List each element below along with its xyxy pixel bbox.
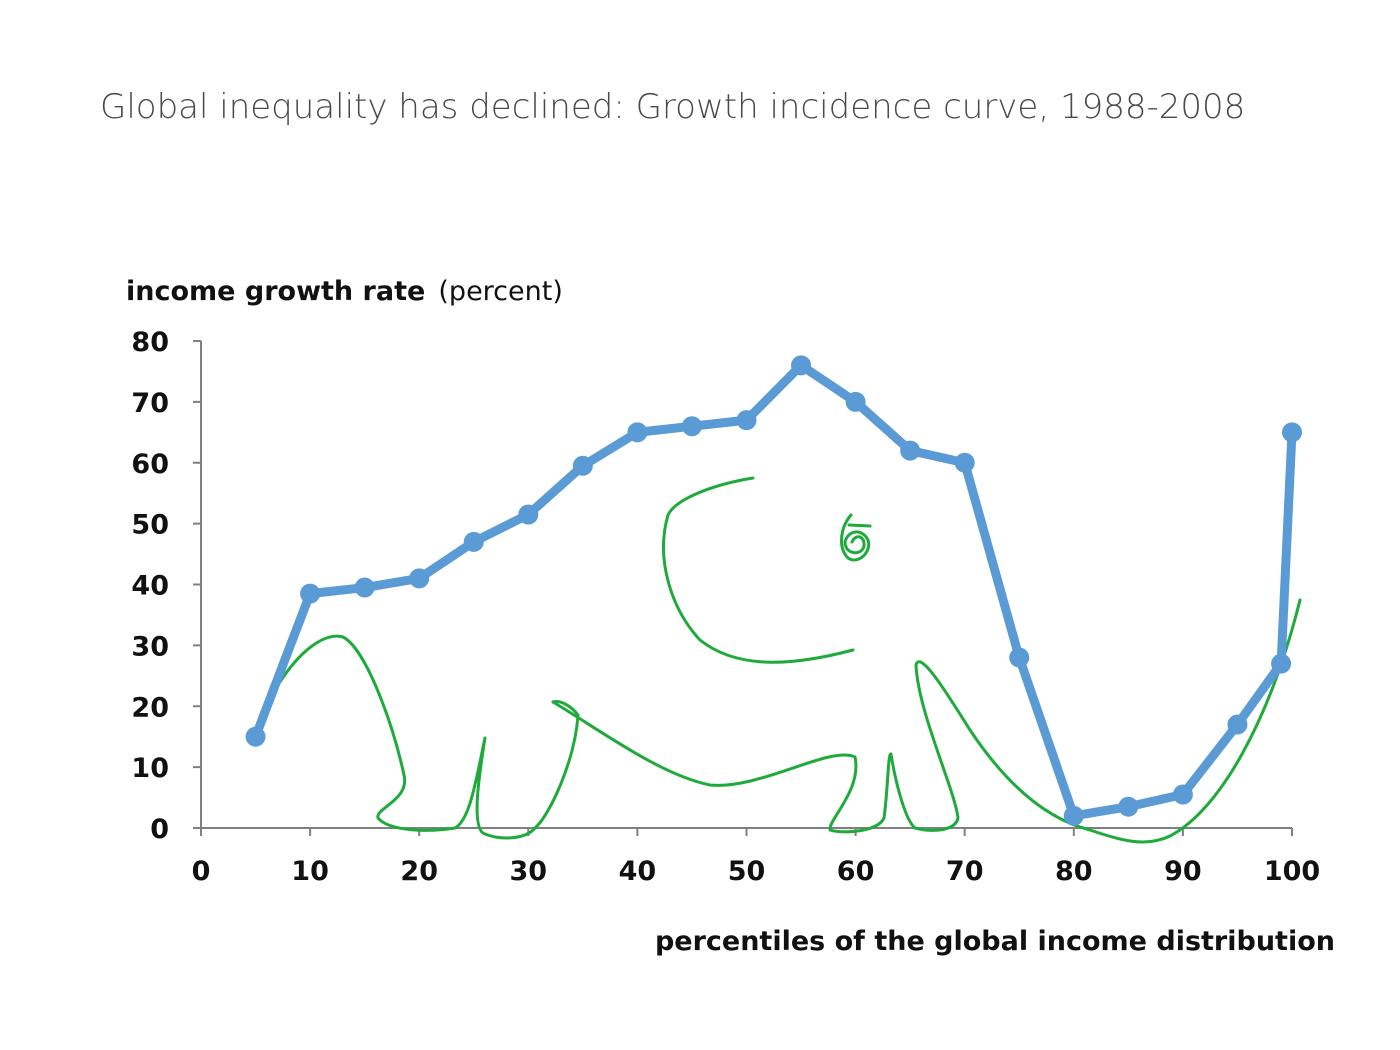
y-tick-label: 0 — [150, 814, 169, 845]
y-tick-label: 70 — [131, 388, 169, 419]
series-points — [245, 355, 1302, 826]
data-point — [354, 577, 375, 598]
x-tick-label: 60 — [837, 856, 875, 887]
elephant-belly — [551, 700, 917, 834]
elephant-sketch — [276, 476, 1302, 844]
data-point — [627, 422, 648, 443]
y-tick-label: 40 — [131, 571, 169, 602]
x-tick-label: 30 — [510, 856, 548, 887]
x-tick-label: 100 — [1264, 856, 1320, 887]
elephant-back-leg-and-rear — [913, 598, 1302, 844]
x-tick-label: 80 — [1055, 856, 1093, 887]
elephant-eye — [840, 513, 872, 562]
y-axis-label-bold: income growth rate — [126, 276, 425, 307]
x-axis-label: percentiles of the global income distrib… — [655, 926, 1335, 957]
y-tick-label: 80 — [131, 327, 169, 358]
y-axis-label: income growth rate (percent) — [126, 276, 563, 307]
y-tick-label: 10 — [131, 753, 169, 784]
y-tick-label: 50 — [131, 510, 169, 541]
y-tick-label: 30 — [131, 631, 169, 662]
x-tick-label: 50 — [728, 856, 766, 887]
data-point — [1063, 805, 1084, 826]
x-tick-label: 10 — [291, 856, 329, 887]
x-tick-label: 40 — [619, 856, 657, 887]
series-line — [251, 360, 1297, 821]
y-axis-label-unit: (percent) — [438, 276, 562, 307]
data-point — [300, 583, 321, 604]
data-point — [1282, 422, 1302, 443]
y-axis-ticks: 0 10 20 30 40 50 60 70 80 — [131, 327, 201, 845]
data-point — [409, 568, 430, 589]
x-axis-ticks: 0 10 20 30 40 50 60 70 80 90 100 — [192, 828, 1320, 887]
data-point — [681, 416, 702, 437]
data-point — [463, 531, 484, 552]
data-point — [736, 410, 757, 431]
data-point — [954, 452, 975, 473]
data-point — [1118, 796, 1139, 817]
data-point — [518, 504, 539, 525]
data-point — [1227, 714, 1248, 735]
y-tick-label: 60 — [131, 449, 169, 480]
x-tick-label: 0 — [192, 856, 211, 887]
elephant-ear — [662, 476, 855, 664]
data-point — [1009, 647, 1030, 668]
y-tick-label: 20 — [131, 692, 169, 723]
elephant-trunk-and-front-leg — [276, 634, 580, 840]
chart-title: Global inequality has declined: Growth i… — [100, 87, 1245, 127]
x-tick-label: 90 — [1164, 856, 1202, 887]
data-point — [572, 455, 593, 476]
data-point — [1172, 784, 1193, 805]
x-tick-label: 20 — [400, 856, 438, 887]
data-point — [1271, 653, 1292, 674]
data-point — [845, 391, 866, 412]
x-tick-label: 70 — [946, 856, 984, 887]
data-point — [245, 726, 266, 747]
data-point — [900, 440, 921, 461]
data-point — [791, 355, 812, 376]
